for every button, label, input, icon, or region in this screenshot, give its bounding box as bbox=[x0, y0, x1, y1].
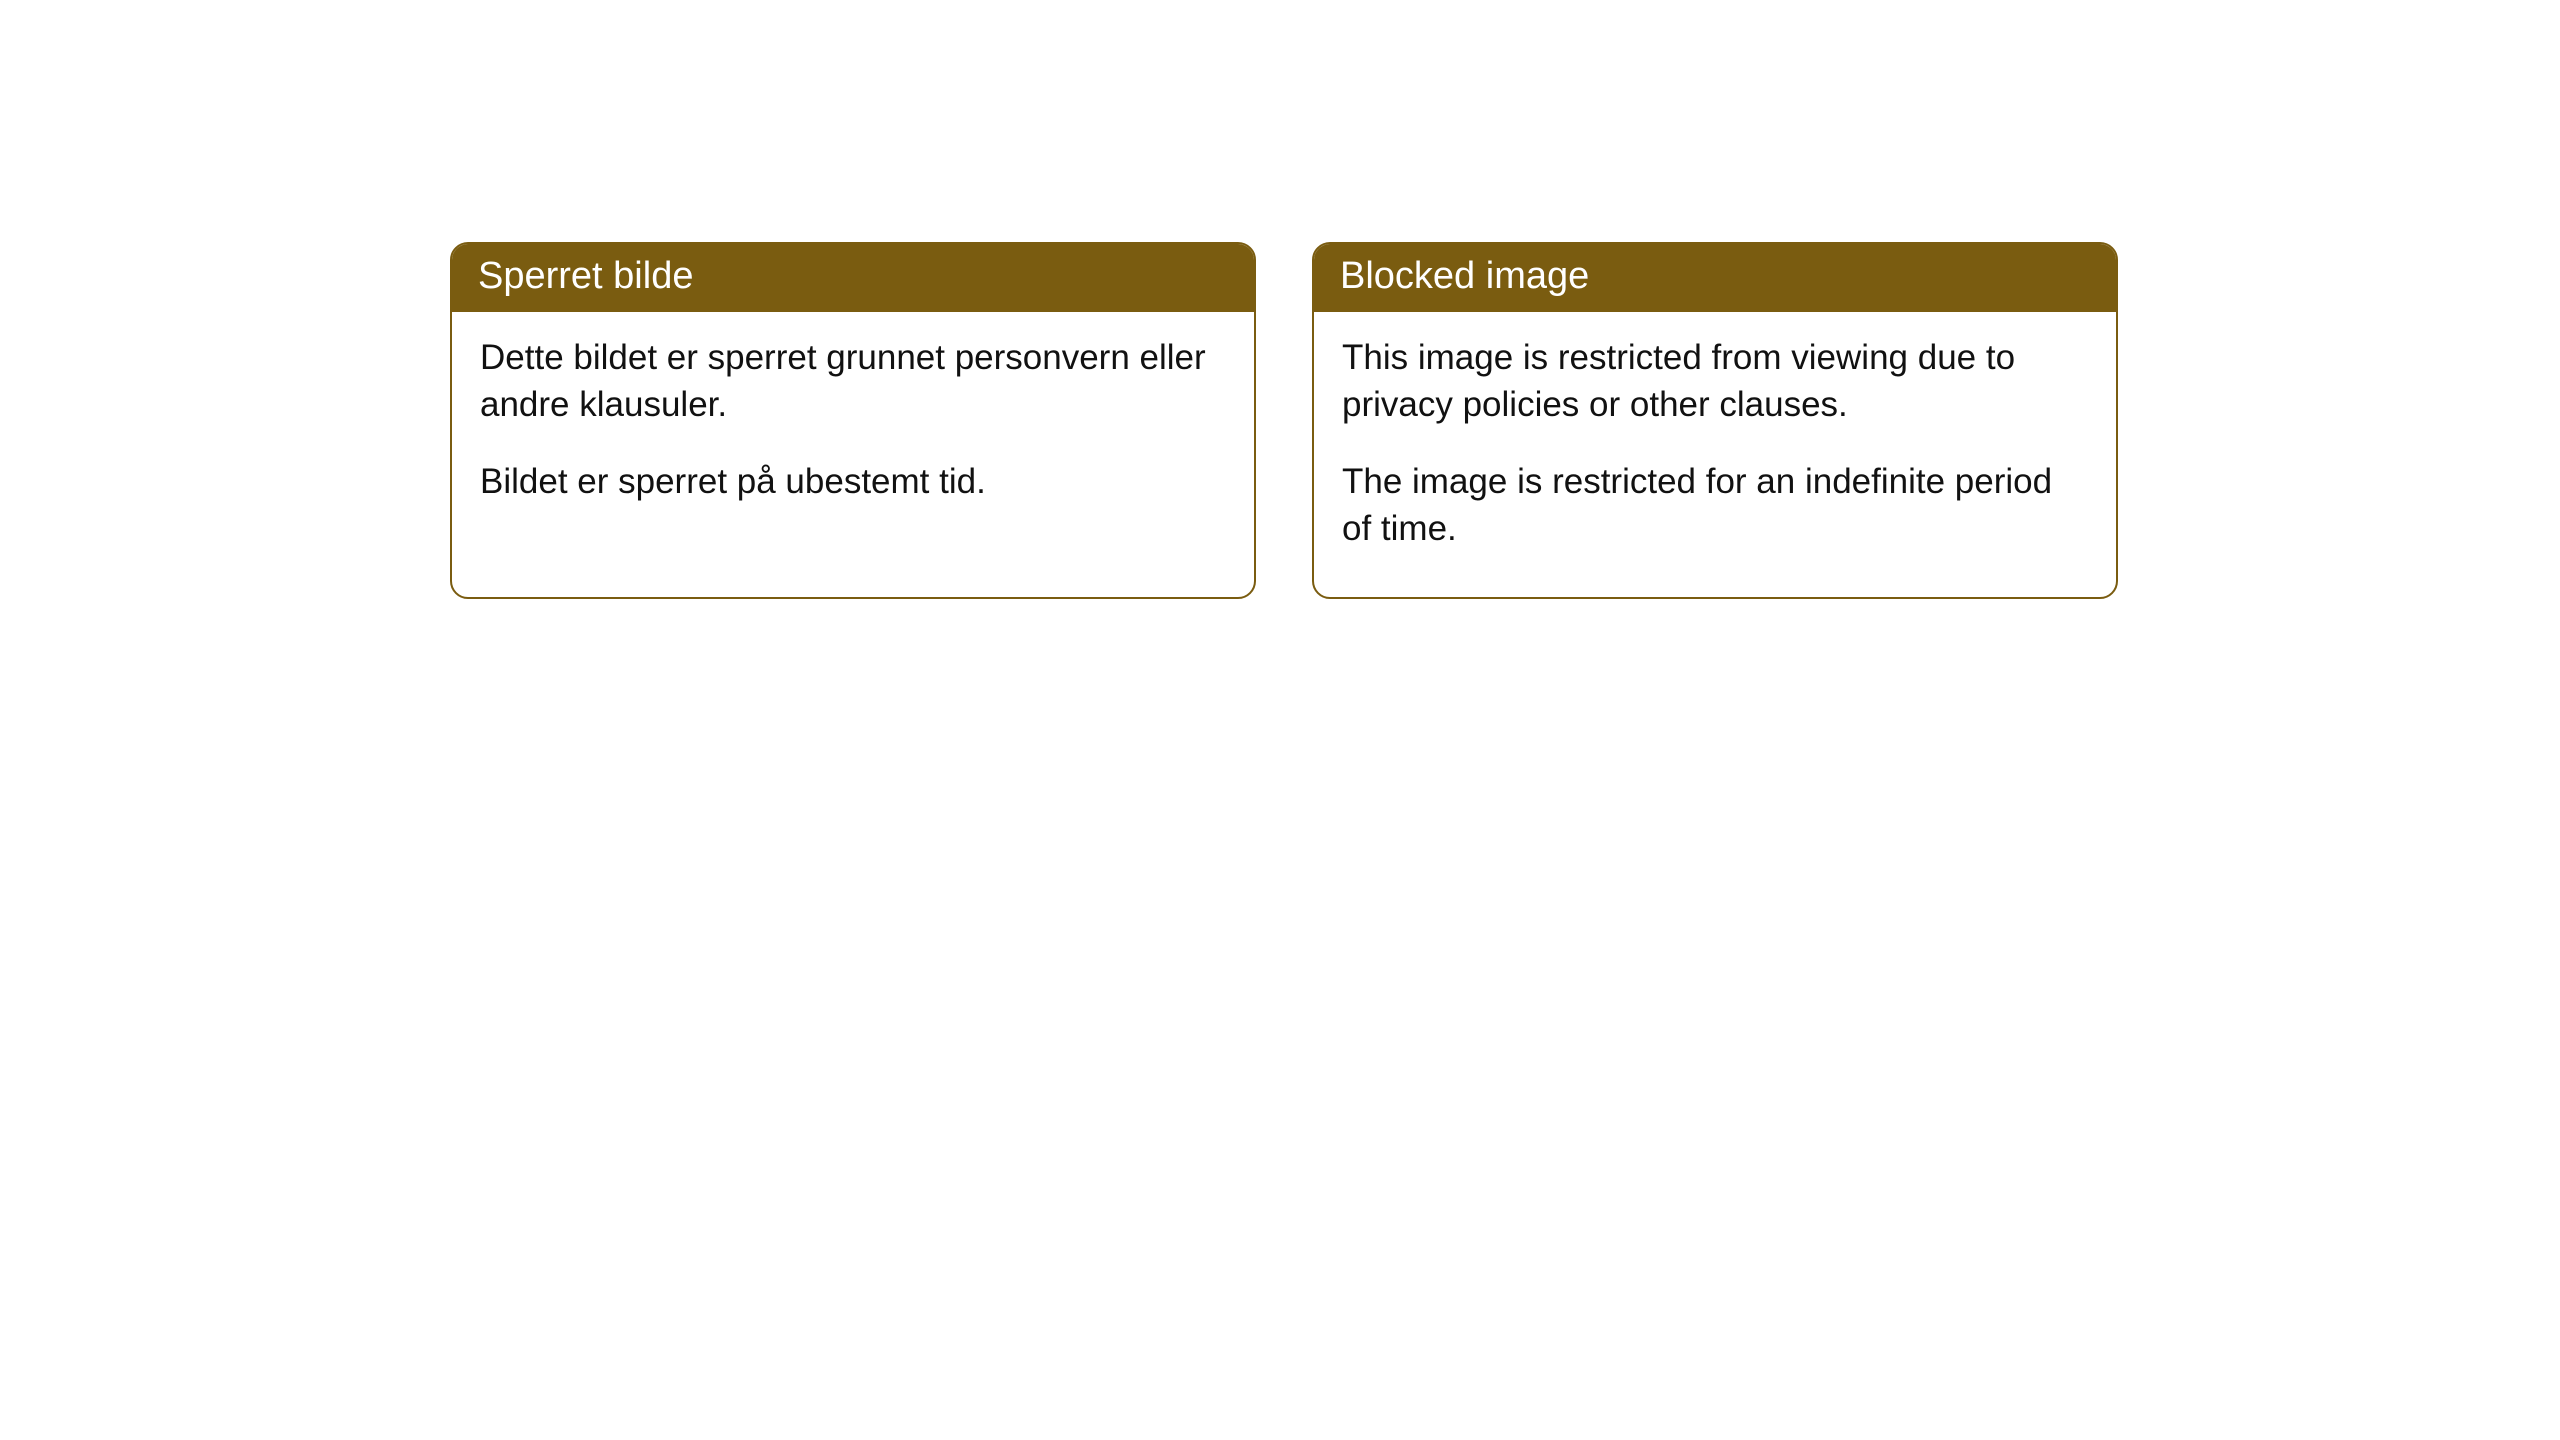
card-paragraph-2: Bildet er sperret på ubestemt tid. bbox=[480, 458, 1226, 505]
cards-container: Sperret bilde Dette bildet er sperret gr… bbox=[450, 242, 2118, 599]
card-paragraph-2: The image is restricted for an indefinit… bbox=[1342, 458, 2088, 553]
card-english: Blocked image This image is restricted f… bbox=[1312, 242, 2118, 599]
card-paragraph-1: Dette bildet er sperret grunnet personve… bbox=[480, 334, 1226, 429]
card-header-english: Blocked image bbox=[1314, 244, 2116, 312]
card-body-norwegian: Dette bildet er sperret grunnet personve… bbox=[452, 312, 1254, 550]
card-body-english: This image is restricted from viewing du… bbox=[1314, 312, 2116, 597]
card-paragraph-1: This image is restricted from viewing du… bbox=[1342, 334, 2088, 429]
card-norwegian: Sperret bilde Dette bildet er sperret gr… bbox=[450, 242, 1256, 599]
card-header-norwegian: Sperret bilde bbox=[452, 244, 1254, 312]
